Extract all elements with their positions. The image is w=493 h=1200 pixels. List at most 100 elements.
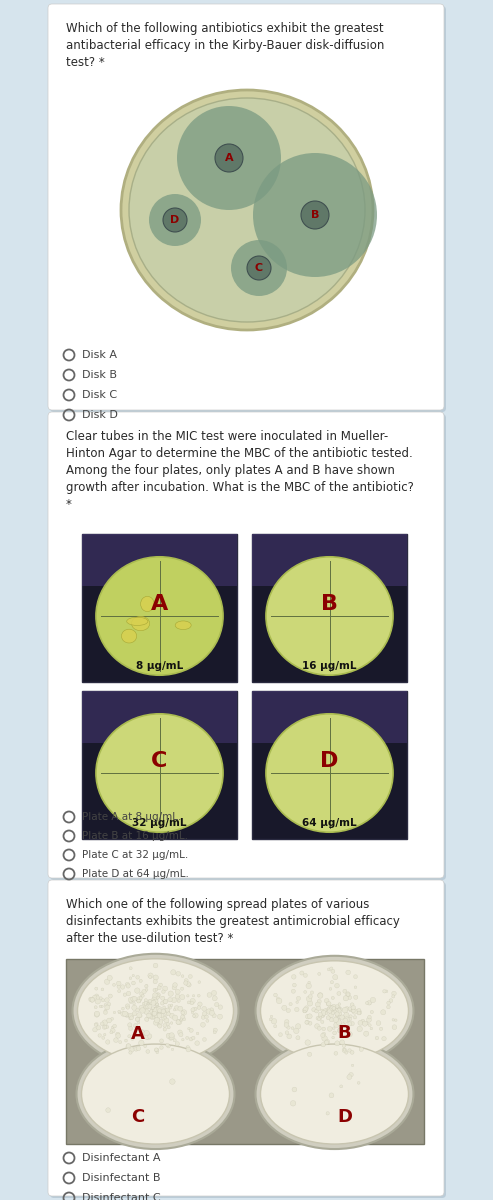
Text: D: D — [171, 215, 179, 226]
Circle shape — [96, 1026, 101, 1030]
Circle shape — [335, 1040, 340, 1046]
Circle shape — [321, 1014, 325, 1018]
Circle shape — [332, 1007, 336, 1010]
Circle shape — [110, 1028, 115, 1033]
Circle shape — [128, 997, 133, 1002]
Circle shape — [104, 1003, 107, 1007]
Circle shape — [102, 998, 105, 1002]
FancyBboxPatch shape — [50, 882, 446, 1198]
Circle shape — [125, 983, 130, 986]
Circle shape — [323, 1009, 327, 1013]
Circle shape — [147, 1001, 151, 1003]
Circle shape — [344, 1013, 349, 1018]
Circle shape — [274, 1025, 277, 1028]
Circle shape — [160, 1002, 164, 1006]
Circle shape — [111, 1026, 114, 1028]
Circle shape — [153, 1020, 158, 1025]
Circle shape — [375, 1037, 379, 1040]
Ellipse shape — [76, 1039, 235, 1150]
Circle shape — [317, 992, 323, 998]
Text: Plate C at 32 μg/mL.: Plate C at 32 μg/mL. — [82, 850, 188, 860]
Circle shape — [343, 989, 347, 994]
Circle shape — [101, 1006, 103, 1008]
Ellipse shape — [175, 620, 191, 630]
Circle shape — [333, 1008, 338, 1013]
Circle shape — [181, 1038, 184, 1040]
Circle shape — [154, 1014, 157, 1018]
Circle shape — [116, 982, 121, 985]
Circle shape — [105, 1004, 109, 1010]
Circle shape — [125, 1013, 129, 1016]
Circle shape — [322, 1027, 325, 1031]
Circle shape — [189, 1037, 193, 1040]
Circle shape — [192, 1014, 195, 1018]
Circle shape — [157, 1024, 160, 1026]
Circle shape — [383, 990, 386, 994]
Circle shape — [153, 992, 158, 997]
Circle shape — [321, 1009, 323, 1012]
Circle shape — [276, 997, 280, 1001]
Circle shape — [131, 1037, 134, 1040]
Circle shape — [337, 991, 341, 996]
Ellipse shape — [121, 629, 137, 643]
Text: 64 μg/mL: 64 μg/mL — [302, 818, 357, 828]
Circle shape — [171, 970, 176, 974]
Circle shape — [211, 990, 216, 996]
Circle shape — [173, 1039, 176, 1042]
Circle shape — [292, 1087, 297, 1092]
Circle shape — [94, 1012, 99, 1018]
Circle shape — [350, 1021, 354, 1026]
Circle shape — [295, 1007, 299, 1012]
Circle shape — [157, 1012, 160, 1014]
Circle shape — [347, 1032, 352, 1037]
Circle shape — [137, 997, 142, 1002]
Circle shape — [154, 1007, 159, 1012]
Text: Disinfectant B: Disinfectant B — [82, 1174, 161, 1183]
Circle shape — [352, 1064, 354, 1067]
Circle shape — [186, 1048, 191, 1052]
Circle shape — [150, 1010, 155, 1014]
Text: Disk D: Disk D — [82, 410, 118, 420]
Circle shape — [294, 1028, 299, 1033]
Circle shape — [148, 1014, 152, 1019]
Circle shape — [205, 1015, 209, 1019]
Ellipse shape — [81, 1044, 230, 1144]
Circle shape — [119, 1040, 122, 1044]
Circle shape — [152, 1015, 155, 1019]
Circle shape — [198, 980, 201, 984]
Circle shape — [353, 995, 358, 1000]
Circle shape — [139, 1014, 142, 1018]
Circle shape — [253, 152, 377, 277]
Circle shape — [357, 1081, 360, 1085]
Circle shape — [155, 1009, 158, 1012]
Circle shape — [100, 997, 102, 1000]
Circle shape — [291, 989, 295, 994]
Circle shape — [157, 1019, 160, 1021]
FancyBboxPatch shape — [48, 880, 444, 1196]
Circle shape — [361, 1019, 365, 1024]
Circle shape — [139, 1006, 144, 1010]
FancyBboxPatch shape — [82, 691, 237, 743]
Circle shape — [192, 995, 195, 997]
Circle shape — [333, 974, 338, 980]
Circle shape — [270, 1015, 273, 1018]
Circle shape — [279, 1033, 282, 1037]
Ellipse shape — [266, 557, 393, 676]
Circle shape — [106, 1108, 110, 1112]
Circle shape — [108, 994, 112, 998]
Circle shape — [153, 974, 158, 980]
Circle shape — [167, 1026, 170, 1028]
Circle shape — [166, 1010, 169, 1013]
Ellipse shape — [260, 961, 409, 1061]
Circle shape — [96, 996, 100, 1000]
Circle shape — [140, 1030, 145, 1036]
Circle shape — [329, 988, 332, 990]
Circle shape — [339, 1028, 343, 1032]
Circle shape — [116, 1032, 120, 1036]
Circle shape — [291, 1027, 294, 1030]
Circle shape — [190, 1001, 194, 1004]
Circle shape — [164, 1010, 170, 1015]
Circle shape — [151, 1001, 156, 1006]
Circle shape — [157, 1009, 162, 1013]
Text: D: D — [337, 1108, 352, 1126]
